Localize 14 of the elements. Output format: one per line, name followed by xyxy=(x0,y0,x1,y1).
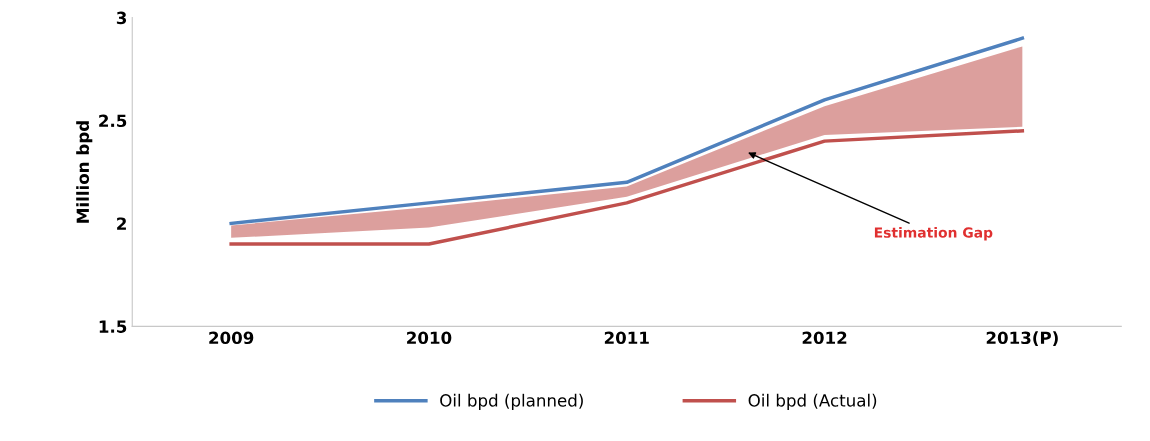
legend-label: Oil bpd (planned) xyxy=(440,393,583,410)
legend-label: Oil bpd (Actual) xyxy=(748,393,877,410)
y-tick-label: 1.5 xyxy=(99,320,127,333)
y-tick-label: 3 xyxy=(116,11,127,25)
y-tick-label: 2 xyxy=(117,217,126,230)
x-tick-label: 2010 xyxy=(407,331,452,345)
x-tick-label: 2013(P) xyxy=(986,331,1058,347)
y-tick-label: 2.5 xyxy=(99,114,127,128)
y-axis-title: Million bpd xyxy=(76,121,93,223)
line-series xyxy=(229,129,1025,246)
x-tick-label: 2009 xyxy=(209,331,254,345)
x-tick-label: 2012 xyxy=(802,331,847,345)
annotation: Estimation Gap xyxy=(874,227,993,241)
x-tick-label: 2011 xyxy=(604,331,649,345)
